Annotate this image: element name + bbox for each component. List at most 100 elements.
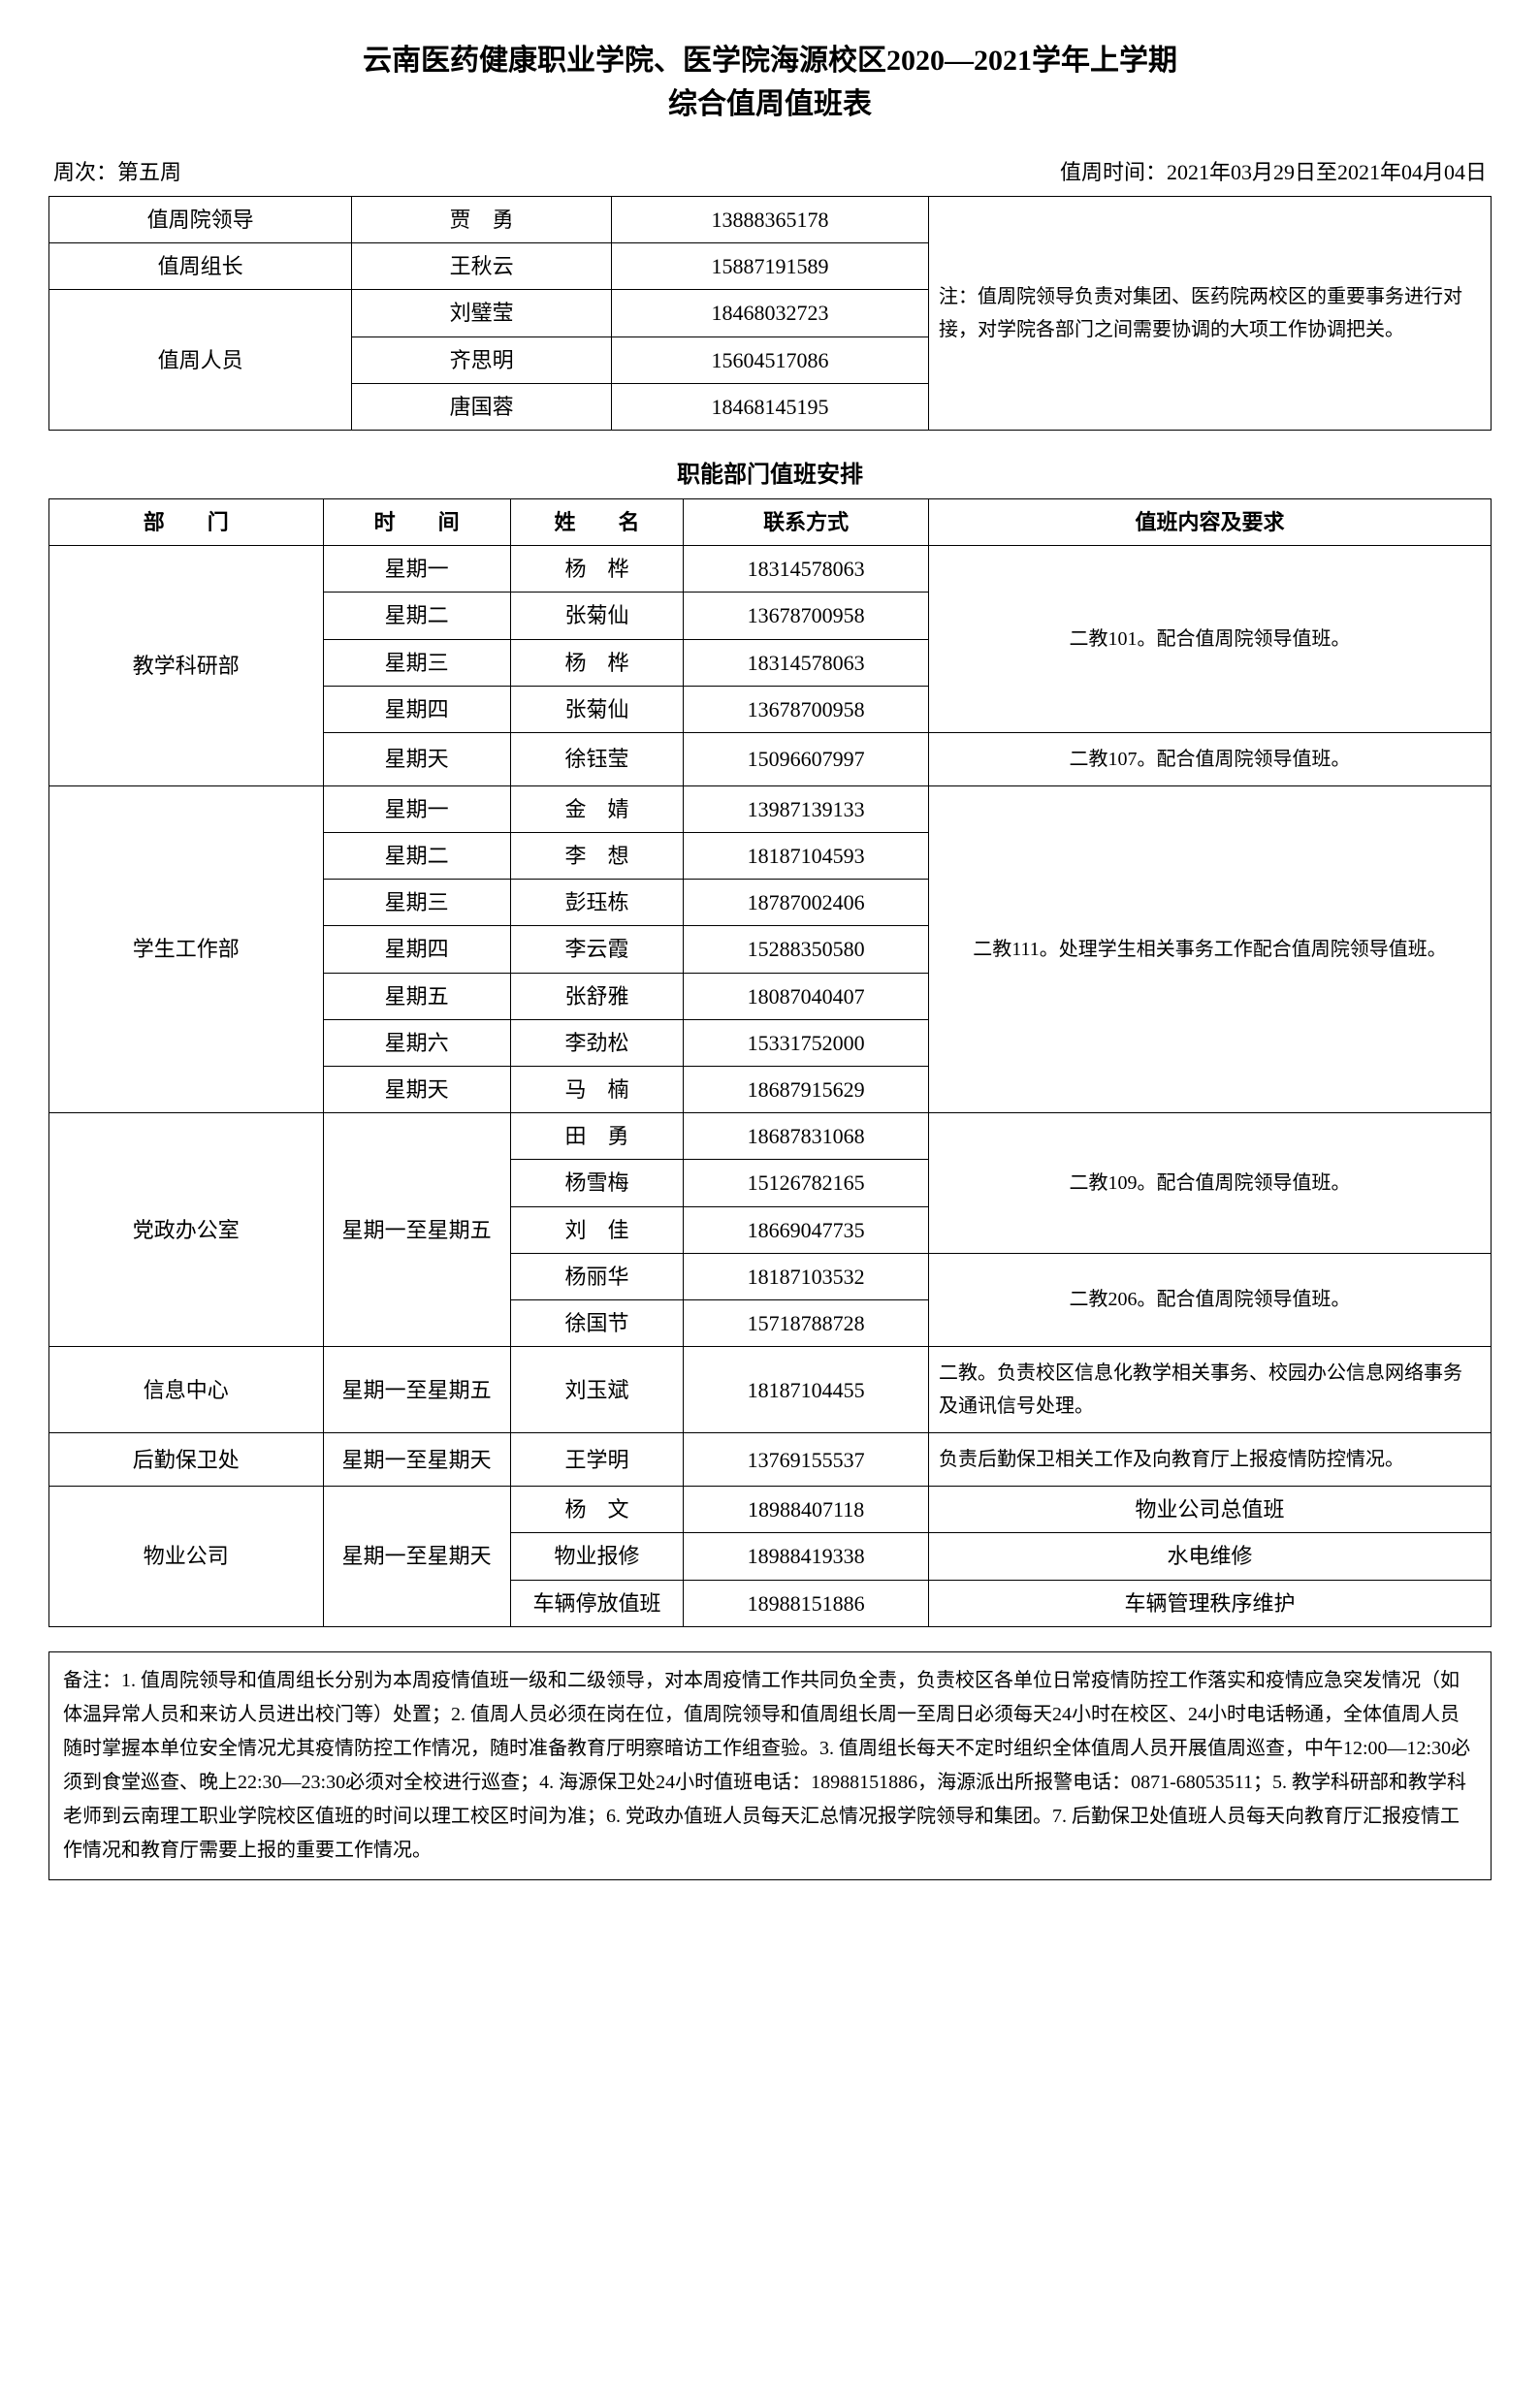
name-cell: 杨 桦 xyxy=(510,546,683,593)
table-row: 后勤保卫处 星期一至星期天 王学明 13769155537 负责后勤保卫相关工作… xyxy=(49,1433,1492,1487)
header-name: 姓 名 xyxy=(510,498,683,545)
title-line-2: 综合值周值班表 xyxy=(668,88,872,120)
phone-cell: 15718788728 xyxy=(684,1299,929,1346)
table-row: 学生工作部 星期一 金 婧 13987139133 二教111。处理学生相关事务… xyxy=(49,785,1492,832)
phone-cell: 13888365178 xyxy=(611,197,928,243)
time-cell: 星期五 xyxy=(323,973,510,1019)
desc-cell: 二教111。处理学生相关事务工作配合值周院领导值班。 xyxy=(929,785,1492,1112)
dept-cell: 后勤保卫处 xyxy=(49,1433,324,1487)
time-cell: 星期一至星期天 xyxy=(323,1433,510,1487)
time-cell: 星期一至星期天 xyxy=(323,1487,510,1627)
phone-cell: 18087040407 xyxy=(684,973,929,1019)
schedule-table: 部 门 时 间 姓 名 联系方式 值班内容及要求 教学科研部 星期一 杨 桦 1… xyxy=(48,498,1492,1627)
table-row: 信息中心 星期一至星期五 刘玉斌 18187104455 二教。负责校区信息化教… xyxy=(49,1347,1492,1433)
name-cell: 马 楠 xyxy=(510,1067,683,1113)
note-cell: 注：值周院领导负责对集团、医药院两校区的重要事务进行对接，对学院各部门之间需要协… xyxy=(929,197,1492,431)
phone-cell: 18468145195 xyxy=(611,383,928,430)
name-cell: 彭珏栋 xyxy=(510,880,683,926)
desc-cell: 负责后勤保卫相关工作及向教育厅上报疫情防控情况。 xyxy=(929,1433,1492,1487)
phone-cell: 13769155537 xyxy=(684,1433,929,1487)
time-cell: 星期天 xyxy=(323,732,510,785)
desc-cell: 水电维修 xyxy=(929,1533,1492,1580)
name-cell: 杨 桦 xyxy=(510,639,683,686)
phone-cell: 18187104593 xyxy=(684,833,929,880)
remarks-table: 备注：1. 值周院领导和值周组长分别为本周疫情值班一级和二级领导，对本周疫情工作… xyxy=(48,1651,1492,1880)
table-row: 党政办公室 星期一至星期五 田 勇 18687831068 二教109。配合值周… xyxy=(49,1113,1492,1160)
header-desc: 值班内容及要求 xyxy=(929,498,1492,545)
remarks-cell: 备注：1. 值周院领导和值周组长分别为本周疫情值班一级和二级领导，对本周疫情工作… xyxy=(49,1651,1492,1879)
name-cell: 杨雪梅 xyxy=(510,1160,683,1206)
name-cell: 李 想 xyxy=(510,833,683,880)
name-cell: 贾 勇 xyxy=(352,197,612,243)
time-cell: 星期六 xyxy=(323,1019,510,1066)
table-row: 物业公司 星期一至星期天 杨 文 18988407118 物业公司总值班 xyxy=(49,1487,1492,1533)
phone-cell: 13987139133 xyxy=(684,785,929,832)
desc-cell: 二教。负责校区信息化教学相关事务、校园办公信息网络事务及通讯信号处理。 xyxy=(929,1347,1492,1433)
phone-cell: 18687915629 xyxy=(684,1067,929,1113)
phone-cell: 13678700958 xyxy=(684,593,929,639)
phone-cell: 15604517086 xyxy=(611,336,928,383)
phone-cell: 15096607997 xyxy=(684,732,929,785)
phone-cell: 15288350580 xyxy=(684,926,929,973)
phone-cell: 18988407118 xyxy=(684,1487,929,1533)
name-cell: 金 婧 xyxy=(510,785,683,832)
role-cell: 值周人员 xyxy=(49,290,352,431)
role-cell: 值周组长 xyxy=(49,243,352,290)
name-cell: 物业报修 xyxy=(510,1533,683,1580)
role-cell: 值周院领导 xyxy=(49,197,352,243)
title-line-1: 云南医药健康职业学院、医学院海源校区2020—2021学年上学期 xyxy=(363,45,1177,77)
time-cell: 星期一 xyxy=(323,546,510,593)
name-cell: 李劲松 xyxy=(510,1019,683,1066)
leaders-table: 值周院领导 贾 勇 13888365178 注：值周院领导负责对集团、医药院两校… xyxy=(48,196,1492,431)
section-title: 职能部门值班安排 xyxy=(48,455,1492,489)
name-cell: 王学明 xyxy=(510,1433,683,1487)
desc-cell: 车辆管理秩序维护 xyxy=(929,1580,1492,1626)
dept-cell: 物业公司 xyxy=(49,1487,324,1627)
phone-cell: 18314578063 xyxy=(684,546,929,593)
name-cell: 田 勇 xyxy=(510,1113,683,1160)
dept-cell: 教学科研部 xyxy=(49,546,324,786)
phone-cell: 18687831068 xyxy=(684,1113,929,1160)
table-row: 备注：1. 值周院领导和值周组长分别为本周疫情值班一级和二级领导，对本周疫情工作… xyxy=(49,1651,1492,1879)
header-dept: 部 门 xyxy=(49,498,324,545)
time-cell: 星期二 xyxy=(323,593,510,639)
name-cell: 杨丽华 xyxy=(510,1253,683,1299)
time-cell: 星期四 xyxy=(323,686,510,732)
time-cell: 星期一至星期五 xyxy=(323,1347,510,1433)
dept-cell: 党政办公室 xyxy=(49,1113,324,1347)
desc-cell: 物业公司总值班 xyxy=(929,1487,1492,1533)
phone-cell: 15887191589 xyxy=(611,243,928,290)
table-row: 教学科研部 星期一 杨 桦 18314578063 二教101。配合值周院领导值… xyxy=(49,546,1492,593)
name-cell: 车辆停放值班 xyxy=(510,1580,683,1626)
time-cell: 星期天 xyxy=(323,1067,510,1113)
name-cell: 张菊仙 xyxy=(510,686,683,732)
time-cell: 星期三 xyxy=(323,639,510,686)
dept-cell: 学生工作部 xyxy=(49,785,324,1112)
time-cell: 星期一 xyxy=(323,785,510,832)
phone-cell: 18669047735 xyxy=(684,1206,929,1253)
phone-cell: 18314578063 xyxy=(684,639,929,686)
phone-cell: 18787002406 xyxy=(684,880,929,926)
phone-cell: 13678700958 xyxy=(684,686,929,732)
phone-cell: 15331752000 xyxy=(684,1019,929,1066)
phone-cell: 18988419338 xyxy=(684,1533,929,1580)
time-cell: 星期三 xyxy=(323,880,510,926)
period-label: 值周时间：2021年03月29日至2021年04月04日 xyxy=(1060,155,1487,186)
name-cell: 张舒雅 xyxy=(510,973,683,1019)
phone-cell: 15126782165 xyxy=(684,1160,929,1206)
name-cell: 徐钰莹 xyxy=(510,732,683,785)
name-cell: 杨 文 xyxy=(510,1487,683,1533)
time-cell: 星期二 xyxy=(323,833,510,880)
phone-cell: 18187104455 xyxy=(684,1347,929,1433)
page-title: 云南医药健康职业学院、医学院海源校区2020—2021学年上学期 综合值周值班表 xyxy=(48,39,1492,126)
name-cell: 李云霞 xyxy=(510,926,683,973)
desc-cell: 二教107。配合值周院领导值班。 xyxy=(929,732,1492,785)
name-cell: 唐国蓉 xyxy=(352,383,612,430)
header-contact: 联系方式 xyxy=(684,498,929,545)
name-cell: 刘玉斌 xyxy=(510,1347,683,1433)
name-cell: 刘 佳 xyxy=(510,1206,683,1253)
desc-cell: 二教101。配合值周院领导值班。 xyxy=(929,546,1492,733)
week-label: 周次：第五周 xyxy=(53,155,181,186)
desc-cell: 二教206。配合值周院领导值班。 xyxy=(929,1253,1492,1346)
name-cell: 徐国节 xyxy=(510,1299,683,1346)
